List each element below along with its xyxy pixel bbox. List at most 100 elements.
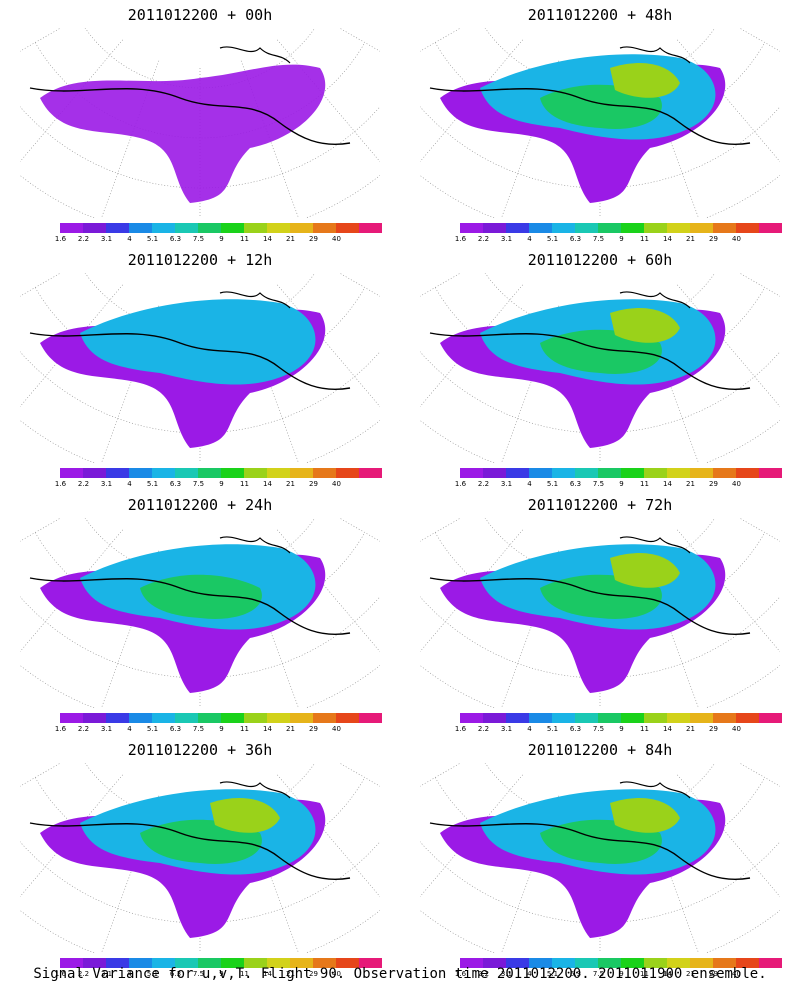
colorbar-swatch [267, 468, 290, 478]
colorbar-tick-label: 11 [640, 725, 649, 733]
colorbar-tick-label: 4 [127, 970, 132, 978]
colorbar-tick-label: 11 [240, 970, 249, 978]
forecast-panel: 2011012200 + 60h 1.6 2.2 3.1 4 5.1 6.3 7.5 9 11 14… [400, 245, 800, 490]
colorbar [60, 958, 382, 968]
polar-map [420, 28, 780, 218]
colorbar-swatch [575, 223, 598, 233]
colorbar-swatch [267, 223, 290, 233]
colorbar-tick-label: 5.1 [146, 235, 159, 243]
colorbar-tick-label: 5.1 [146, 480, 159, 488]
colorbar-swatch [244, 713, 267, 723]
panel-title: 2011012200 + 36h [127, 741, 273, 759]
colorbar-labels: 1.6 2.2 3.1 4 5.1 6.3 7.5 9 11 14 21 29 40 [55, 480, 360, 490]
colorbar-tick-label: 9 [619, 235, 624, 243]
forecast-panel: 2011012200 + 48h 1.6 2.2 3.1 4 5.1 6.3 7.5 9 11 14… [400, 0, 800, 245]
forecast-panel: 2011012200 + 12h 1.6 2.2 3.1 4 5.1 6.3 7.5 9 11 14… [0, 245, 400, 490]
colorbar-tick-label: 4 [127, 725, 132, 733]
colorbar-labels: 1.6 2.2 3.1 4 5.1 6.3 7.5 9 11 14 21 29 40 [55, 235, 360, 245]
colorbar-swatch [713, 958, 736, 968]
colorbar-swatch [667, 958, 690, 968]
colorbar-swatch [152, 958, 175, 968]
colorbar-tick-label: 40 [732, 235, 741, 243]
forecast-panel: 2011012200 + 00h 1.6 2.2 3.1 4 5.1 6.3 7.5 9 11 14… [0, 0, 400, 245]
colorbar-swatch [736, 713, 759, 723]
colorbar-swatch [244, 468, 267, 478]
colorbar-swatch [60, 223, 83, 233]
colorbar-tick-label: 6.3 [569, 725, 582, 733]
colorbar-swatch [267, 958, 290, 968]
colorbar-tick-label: 4 [527, 235, 532, 243]
colorbar [460, 713, 782, 723]
colorbar-swatch [83, 223, 106, 233]
colorbar-tick-label: 1.6 [54, 970, 67, 978]
colorbar-swatch [621, 223, 644, 233]
colorbar-swatch [106, 468, 129, 478]
colorbar-swatch [175, 468, 198, 478]
colorbar-tick-label: 7.5 [192, 480, 205, 488]
colorbar-swatch [529, 958, 552, 968]
colorbar-swatch [290, 223, 313, 233]
colorbar-tick-label: 14 [663, 725, 672, 733]
colorbar-swatch [552, 713, 575, 723]
colorbar-swatch [598, 713, 621, 723]
colorbar-tick-label: 14 [263, 725, 272, 733]
colorbar-swatch [221, 468, 244, 478]
figure-caption: Signal Variance for u,v,T. Flight 90. Ob… [33, 966, 767, 982]
colorbar-tick-label: 40 [732, 725, 741, 733]
colorbar-labels: 1.6 2.2 3.1 4 5.1 6.3 7.5 9 11 14 21 29 40 [455, 480, 760, 490]
colorbar-swatch [359, 958, 382, 968]
colorbar-tick-label: 5.1 [146, 970, 159, 978]
colorbar-tick-label: 1.6 [54, 725, 67, 733]
colorbar-swatch [644, 223, 667, 233]
colorbar-swatch [483, 958, 506, 968]
colorbar-swatch [759, 958, 782, 968]
colorbar-swatch [359, 713, 382, 723]
colorbar-swatch [713, 713, 736, 723]
panel-title: 2011012200 + 84h [527, 741, 673, 759]
colorbar-swatch [690, 958, 713, 968]
polar-map [20, 518, 380, 708]
colorbar-tick-label: 40 [732, 970, 741, 978]
colorbar-labels: 1.6 2.2 3.1 4 5.1 6.3 7.5 9 11 14 21 29 40 [455, 725, 760, 735]
colorbar-swatch [621, 468, 644, 478]
colorbar-tick-label: 5.1 [146, 725, 159, 733]
colorbar-tick-label: 4 [527, 725, 532, 733]
colorbar-tick-label: 40 [732, 480, 741, 488]
colorbar-swatch [667, 713, 690, 723]
colorbar-swatch [506, 958, 529, 968]
colorbar-tick-label: 1.6 [54, 480, 67, 488]
colorbar-swatch [175, 958, 198, 968]
colorbar-tick-label: 11 [240, 725, 249, 733]
colorbar [60, 713, 382, 723]
colorbar-tick-label: 40 [332, 480, 341, 488]
colorbar-swatch [460, 958, 483, 968]
colorbar-tick-label: 5.1 [546, 970, 559, 978]
colorbar-tick-label: 2.2 [477, 235, 490, 243]
colorbar-swatch [129, 223, 152, 233]
panel-title: 2011012200 + 60h [527, 251, 673, 269]
colorbar-tick-label: 9 [619, 725, 624, 733]
colorbar-tick-label: 7.5 [592, 970, 605, 978]
colorbar-swatch [598, 958, 621, 968]
colorbar-swatch [598, 468, 621, 478]
colorbar-swatch [221, 223, 244, 233]
colorbar-swatch [690, 713, 713, 723]
colorbar-tick-label: 21 [686, 725, 695, 733]
colorbar-tick-label: 2.2 [77, 235, 90, 243]
colorbar-swatch [736, 468, 759, 478]
colorbar-tick-label: 11 [240, 480, 249, 488]
colorbar-tick-label: 9 [219, 480, 224, 488]
colorbar-tick-label: 40 [332, 725, 341, 733]
colorbar-swatch [152, 713, 175, 723]
polar-map [420, 273, 780, 463]
colorbar-tick-label: 3.1 [100, 235, 113, 243]
colorbar-swatch [506, 223, 529, 233]
colorbar-tick-label: 21 [686, 235, 695, 243]
colorbar-tick-label: 9 [619, 480, 624, 488]
forecast-panel: 2011012200 + 84h 1.6 2.2 3.1 4 5.1 6.3 7.5 9 11 14… [400, 735, 800, 980]
colorbar [460, 468, 782, 478]
polar-map [20, 28, 380, 218]
colorbar-tick-label: 29 [309, 970, 318, 978]
colorbar-swatch [575, 958, 598, 968]
colorbar [60, 223, 382, 233]
